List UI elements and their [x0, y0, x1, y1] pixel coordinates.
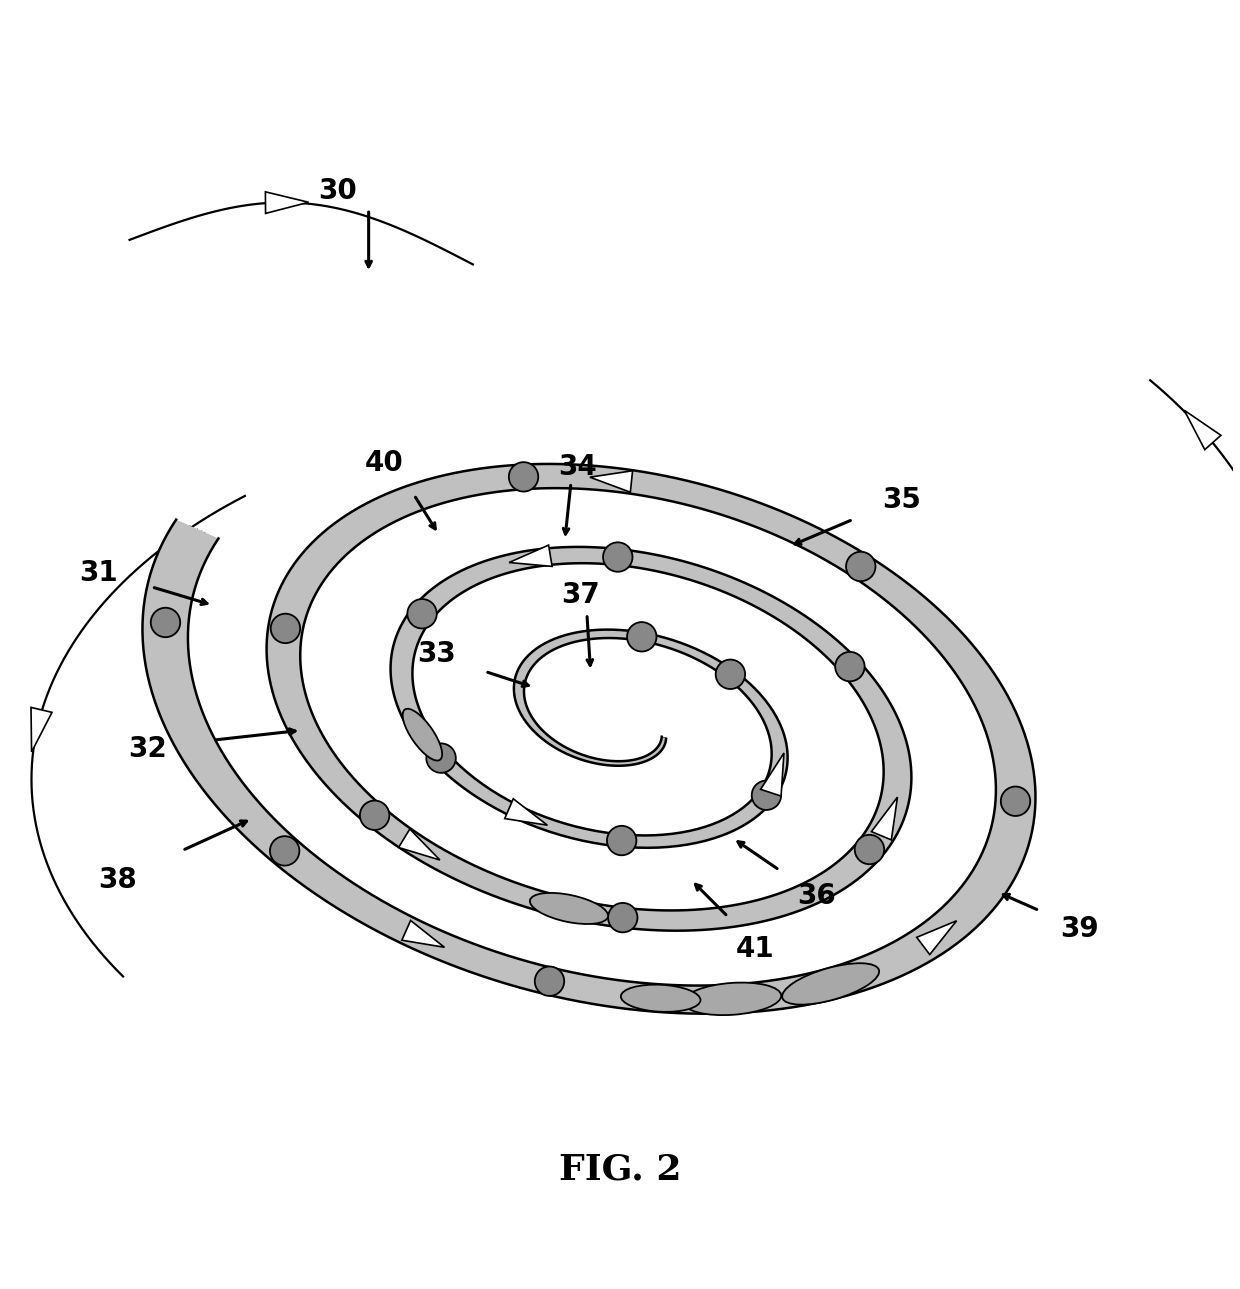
Ellipse shape	[683, 982, 781, 1016]
Circle shape	[427, 744, 456, 773]
Circle shape	[270, 614, 300, 643]
Text: 30: 30	[319, 177, 357, 205]
Polygon shape	[872, 797, 898, 840]
Text: 41: 41	[735, 935, 774, 963]
Polygon shape	[1184, 410, 1221, 450]
Polygon shape	[590, 470, 632, 492]
Text: 31: 31	[79, 559, 118, 588]
Circle shape	[854, 835, 884, 864]
Text: 37: 37	[562, 581, 600, 610]
Polygon shape	[916, 920, 956, 955]
Text: 40: 40	[366, 449, 404, 477]
Circle shape	[508, 463, 538, 491]
Polygon shape	[143, 464, 1035, 1013]
Circle shape	[270, 837, 299, 866]
Circle shape	[360, 800, 389, 830]
Text: FIG. 2: FIG. 2	[559, 1152, 681, 1186]
Polygon shape	[31, 708, 52, 751]
Text: 34: 34	[558, 452, 596, 481]
Polygon shape	[398, 829, 440, 860]
Polygon shape	[760, 753, 784, 797]
Ellipse shape	[782, 963, 879, 1004]
Polygon shape	[505, 799, 547, 825]
Polygon shape	[510, 545, 552, 566]
Circle shape	[816, 969, 846, 999]
Circle shape	[603, 543, 632, 572]
Circle shape	[151, 607, 180, 637]
Polygon shape	[402, 920, 444, 947]
Polygon shape	[265, 192, 309, 214]
Ellipse shape	[621, 985, 701, 1012]
Text: 39: 39	[1060, 915, 1099, 944]
Text: 36: 36	[797, 882, 836, 910]
Circle shape	[836, 652, 864, 682]
Circle shape	[608, 902, 637, 932]
Circle shape	[534, 967, 564, 996]
Circle shape	[846, 552, 875, 581]
Circle shape	[1001, 786, 1030, 816]
Circle shape	[407, 599, 436, 629]
Circle shape	[715, 660, 745, 690]
Circle shape	[606, 826, 636, 856]
Ellipse shape	[529, 893, 608, 924]
Ellipse shape	[403, 709, 443, 761]
Text: 38: 38	[98, 866, 136, 893]
Circle shape	[751, 781, 781, 809]
Text: 32: 32	[129, 735, 167, 763]
Text: 33: 33	[417, 641, 455, 668]
Text: 35: 35	[883, 486, 921, 514]
Circle shape	[627, 623, 656, 651]
